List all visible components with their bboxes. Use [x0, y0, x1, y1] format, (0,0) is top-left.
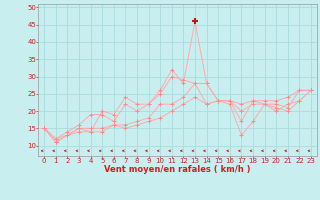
X-axis label: Vent moyen/en rafales ( km/h ): Vent moyen/en rafales ( km/h ) [104, 165, 251, 174]
